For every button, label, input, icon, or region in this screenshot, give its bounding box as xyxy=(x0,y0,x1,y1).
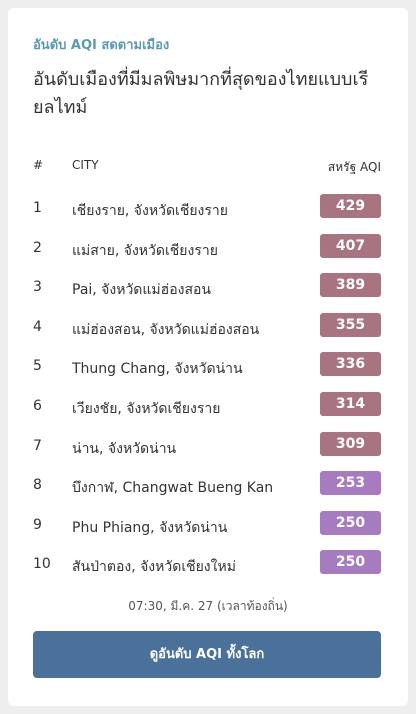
aqi-badge: 355 xyxy=(320,312,381,337)
rank: 4 xyxy=(33,318,42,335)
rank: 2 xyxy=(33,239,42,256)
city: Pai, จังหวัดแม่ฮ่องสอน xyxy=(72,282,211,299)
table-row[interactable]: 4 แม่ฮ่องสอน, จังหวัดแม่ฮ่องสอน 355 xyxy=(8,312,408,343)
rank: 10 xyxy=(33,556,51,573)
table-row[interactable]: 6 เวียงชัย, จังหวัดเชียงราย 314 xyxy=(8,392,408,422)
table-row[interactable]: 2 แม่สาย, จังหวัดเชียงราย 407 xyxy=(8,233,408,264)
rank: 3 xyxy=(33,279,42,296)
aqi-badge: 309 xyxy=(320,431,381,456)
table-row[interactable]: 7 น่าน, จังหวัดน่าน 309 xyxy=(8,431,408,462)
column-header: สหรัฐ AQI xyxy=(327,160,381,174)
city: แม่สาย, จังหวัดเชียงราย xyxy=(72,242,218,259)
city: เชียงราย, จังหวัดเชียงราย xyxy=(72,203,228,219)
column-header: CITY xyxy=(72,158,99,172)
aqi-badge: 250 xyxy=(320,550,381,575)
city: เวียงชัย, จังหวัดเชียงราย xyxy=(72,401,221,417)
city: สันป่าตอง, จังหวัดเชียงใหม่ xyxy=(72,559,236,576)
city: น่าน, จังหวัดน่าน xyxy=(72,440,177,457)
city: Thung Chang, จังหวัดน่าน xyxy=(72,361,243,378)
table-row[interactable]: 9 Phu Phiang, จังหวัดน่าน 250 xyxy=(8,510,408,541)
subtitle: อันดับ AQI สดตามเมือง xyxy=(33,38,170,53)
rank: 5 xyxy=(33,358,42,375)
table-row[interactable]: 1 เชียงราย, จังหวัดเชียงราย 429 xyxy=(8,194,408,224)
city: แม่ฮ่องสอน, จังหวัดแม่ฮ่องสอน xyxy=(72,321,260,338)
world-ranking-button[interactable]: ดูอันดับ AQI ทั้งโลก xyxy=(33,631,381,678)
timestamp: 07:30, มี.ค. 27 (เวลาท้องถิ่น) xyxy=(128,599,288,613)
aqi-badge: 253 xyxy=(320,471,381,496)
table-row[interactable]: 8 บึงกาฬ, Changwat Bueng Kan 253 xyxy=(8,471,408,501)
aqi-badge: 250 xyxy=(320,510,381,535)
aqi-badge: 429 xyxy=(320,194,381,218)
column-header: # xyxy=(33,158,44,172)
aqi-badge: 314 xyxy=(320,392,381,416)
title: อันดับเมืองที่มีมลพิษมากที่สุดของไทยแบบเ… xyxy=(33,69,369,118)
rank: 6 xyxy=(33,398,42,414)
city: Phu Phiang, จังหวัดน่าน xyxy=(72,519,228,536)
table-row[interactable]: 5 Thung Chang, จังหวัดน่าน 336 xyxy=(8,352,408,382)
rank: 9 xyxy=(33,516,42,533)
aqi-badge: 389 xyxy=(320,273,381,298)
rank: 7 xyxy=(33,437,42,454)
card: อันดับ AQI สดตามเมือง อันดับเมืองที่มีมล… xyxy=(8,8,408,706)
table-row[interactable]: 3 Pai, จังหวัดแม่ฮ่องสอน 389 xyxy=(8,273,408,303)
table-row[interactable]: 10 สันป่าตอง, จังหวัดเชียงใหม่ 250 xyxy=(8,550,408,580)
aqi-badge: 336 xyxy=(320,352,381,377)
rank: 8 xyxy=(33,477,42,494)
rank: 1 xyxy=(33,200,42,216)
aqi-badge: 407 xyxy=(320,233,381,258)
city: บึงกาฬ, Changwat Bueng Kan xyxy=(72,480,274,497)
